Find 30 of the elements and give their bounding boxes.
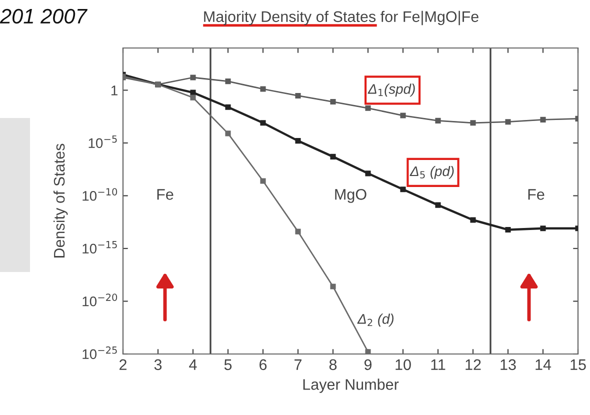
x-tick-label: 4 — [189, 359, 197, 370]
x-tick-label: 6 — [260, 359, 267, 370]
series-label: Δ$_{1}$(spd) — [368, 84, 415, 97]
annotation: MgO — [335, 189, 366, 203]
x-tick-label: 11 — [431, 359, 446, 370]
x-tick-label: 3 — [154, 359, 162, 370]
x-axis-title: Layer Number — [303, 378, 399, 393]
y-tick-label: 10$^{−20}$ — [82, 294, 118, 306]
y-tick-label: 1 — [111, 86, 118, 96]
x-tick-label: 10 — [396, 359, 411, 370]
x-tick-label: 2 — [120, 359, 126, 370]
x-tick-label: 14 — [536, 359, 552, 370]
text: 201 2007 — [0, 8, 88, 24]
x-tick-label: 5 — [224, 359, 232, 370]
series-label: Δ$_{5}$ (pd) — [410, 166, 454, 179]
chart-title: Majority Density of States for Fe|MgO|Fe — [204, 10, 478, 26]
x-tick-label: 8 — [329, 359, 337, 370]
y-axis-title: Density of States — [53, 144, 68, 258]
series-label: Δ$_{2}$ (d) — [357, 314, 394, 327]
x-tick-label: 15 — [570, 359, 586, 370]
y-tick-label: 10$^{−25}$ — [82, 346, 117, 360]
annotation: Fe — [528, 189, 544, 200]
x-tick-label: 12 — [466, 359, 481, 370]
y-tick-label: 10$^{−15}$ — [82, 241, 117, 254]
x-tick-label: 13 — [500, 359, 516, 370]
x-tick-label: 7 — [294, 359, 302, 370]
y-tick-label: 10$^{−5}$ — [88, 136, 117, 148]
x-tick-label: 9 — [364, 359, 372, 370]
annotation: Fe — [157, 189, 174, 200]
y-tick-label: 10$^{−10}$ — [82, 188, 118, 201]
